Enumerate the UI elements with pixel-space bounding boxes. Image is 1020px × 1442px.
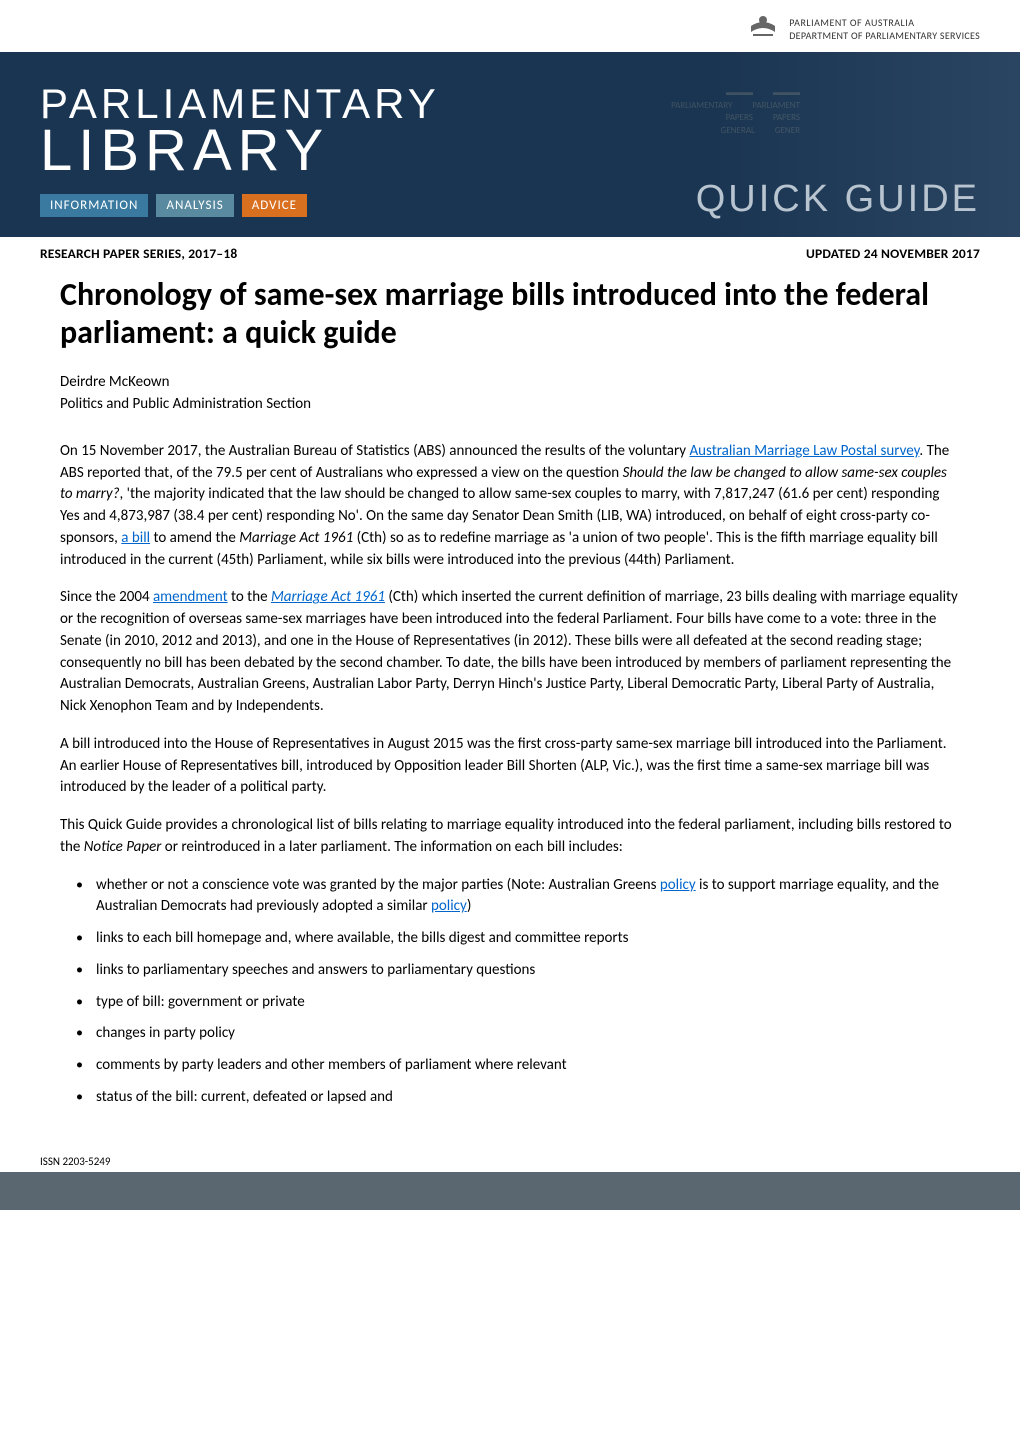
tag-information: INFORMATION [40, 194, 148, 217]
series-left: RESEARCH PAPER SERIES, 2017–18 [40, 245, 237, 262]
link-marriage-act[interactable]: Marriage Act 1961 [271, 588, 385, 606]
bullet-1: whether or not a conscience vote was gra… [76, 875, 960, 919]
header-org-line2: DEPARTMENT OF PARLIAMENTARY SERVICES [789, 29, 980, 42]
page-header: PARLIAMENT OF AUSTRALIA DEPARTMENT OF PA… [0, 0, 1020, 52]
bullet-list: whether or not a conscience vote was gra… [60, 875, 960, 1109]
paragraph-4: This Quick Guide provides a chronologica… [60, 815, 960, 859]
banner-title-library: LIBRARY [40, 122, 980, 180]
paragraph-2: Since the 2004 amendment to the Marriage… [60, 587, 960, 718]
bullet-2: links to each bill homepage and, where a… [76, 928, 960, 950]
issn: ISSN 2203-5249 [0, 1155, 1020, 1168]
tag-advice: ADVICE [242, 194, 307, 217]
link-greens-policy[interactable]: policy [660, 876, 696, 894]
link-democrats-policy[interactable]: policy [431, 897, 467, 915]
content: Chronology of same-sex marriage bills in… [0, 262, 1020, 1149]
series-bar: RESEARCH PAPER SERIES, 2017–18 UPDATED 2… [0, 237, 1020, 262]
header-org-line1: PARLIAMENT OF AUSTRALIA [789, 16, 980, 29]
series-right: UPDATED 24 NOVEMBER 2017 [806, 245, 980, 262]
link-amendment[interactable]: amendment [153, 588, 228, 606]
quick-guide-badge: QUICK GUIDE [696, 178, 980, 221]
author-name: Deirdre McKeown [60, 373, 960, 391]
document-title: Chronology of same-sex marriage bills in… [60, 276, 960, 353]
header-org-text: PARLIAMENT OF AUSTRALIA DEPARTMENT OF PA… [789, 16, 980, 42]
bullet-7: status of the bill: current, defeated or… [76, 1087, 960, 1109]
tag-analysis: ANALYSIS [156, 194, 233, 217]
paragraph-3: A bill introduced into the House of Repr… [60, 734, 960, 799]
link-postal-survey[interactable]: Australian Marriage Law Postal survey [689, 442, 919, 460]
footer-bar [0, 1172, 1020, 1210]
bullet-6: comments by party leaders and other memb… [76, 1055, 960, 1077]
bullet-5: changes in party policy [76, 1023, 960, 1045]
bullet-4: type of bill: government or private [76, 992, 960, 1014]
banner: ▬▬▬▬▬▬ PARLIAMENTARYPARLIAMENT PAPERSPAP… [0, 52, 1020, 237]
crest-icon [747, 10, 779, 47]
author-section: Politics and Public Administration Secti… [60, 395, 960, 413]
link-a-bill[interactable]: a bill [121, 529, 150, 547]
paragraph-1: On 15 November 2017, the Australian Bure… [60, 441, 960, 572]
bullet-3: links to parliamentary speeches and answ… [76, 960, 960, 982]
banner-decorative-graphic: ▬▬▬▬▬▬ PARLIAMENTARYPARLIAMENT PAPERSPAP… [671, 87, 800, 137]
